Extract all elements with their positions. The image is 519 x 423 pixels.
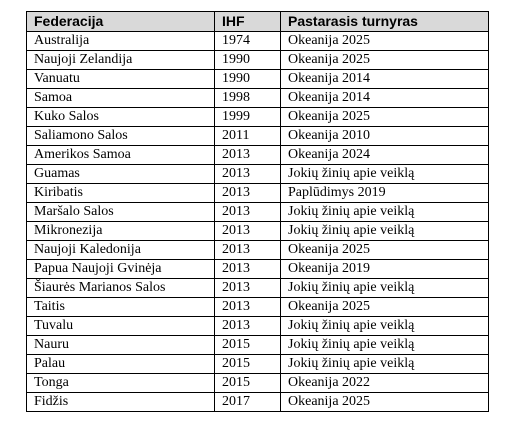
- table-row: Naujoji Zelandija 1990 Okeanija 2025: [26, 50, 489, 70]
- cell-pastarasis-turnyras: Jokių žinių apie veiklą: [280, 202, 489, 222]
- federations-table-container: Federacija IHF Pastarasis turnyras Austr…: [26, 11, 489, 412]
- cell-federacija: Maršalo Salos: [26, 202, 215, 222]
- cell-ihf: 1998: [214, 88, 281, 108]
- table-row: Tuvalu 2013 Jokių žinių apie veiklą: [26, 316, 489, 336]
- cell-pastarasis-turnyras: Jokių žinių apie veiklą: [280, 221, 489, 241]
- cell-federacija: Papua Naujoji Gvinėja: [26, 259, 215, 279]
- cell-federacija: Tuvalu: [26, 316, 215, 336]
- table-row: Australija 1974 Okeanija 2025: [26, 31, 489, 51]
- cell-ihf: 2013: [214, 183, 281, 203]
- table-row: Šiaurės Marianos Salos 2013 Jokių žinių ap…: [26, 278, 489, 298]
- cell-federacija: Nauru: [26, 335, 215, 355]
- cell-ihf: 1999: [214, 107, 281, 127]
- cell-ihf: 2013: [214, 297, 281, 317]
- cell-ihf: 2013: [214, 164, 281, 184]
- cell-pastarasis-turnyras: Okeanija 2014: [280, 88, 489, 108]
- cell-federacija: Mikronezija: [26, 221, 215, 241]
- cell-federacija: Saliamono Salos: [26, 126, 215, 146]
- cell-ihf: 2015: [214, 373, 281, 393]
- cell-federacija: Kuko Salos: [26, 107, 215, 127]
- cell-ihf: 2013: [214, 145, 281, 165]
- cell-federacija: Naujoji Zelandija: [26, 50, 215, 70]
- cell-pastarasis-turnyras: Okeanija 2010: [280, 126, 489, 146]
- cell-pastarasis-turnyras: Okeanija 2025: [280, 107, 489, 127]
- cell-federacija: Australija: [26, 31, 215, 51]
- cell-pastarasis-turnyras: Jokių žinių apie veiklą: [280, 164, 489, 184]
- table-row: Vanuatu 1990 Okeanija 2014: [26, 69, 489, 89]
- cell-ihf: 2017: [214, 392, 281, 412]
- cell-pastarasis-turnyras: Okeanija 2024: [280, 145, 489, 165]
- federations-table: Federacija IHF Pastarasis turnyras Austr…: [26, 11, 489, 412]
- table-row: Papua Naujoji Gvinėja 2013 Okeanija 2019: [26, 259, 489, 279]
- cell-pastarasis-turnyras: Okeanija 2025: [280, 392, 489, 412]
- cell-ihf: 2013: [214, 240, 281, 260]
- table-row: Tonga 2015 Okeanija 2022: [26, 373, 489, 393]
- cell-ihf: 2013: [214, 202, 281, 222]
- cell-federacija: Vanuatu: [26, 69, 215, 89]
- table-row: Palau 2015 Jokių žinių apie veiklą: [26, 354, 489, 374]
- cell-federacija: Samoa: [26, 88, 215, 108]
- cell-federacija: Šiaurės Marianos Salos: [26, 278, 215, 298]
- cell-federacija: Taitis: [26, 297, 215, 317]
- table-row: Fidžis 2017 Okeanija 2025: [26, 392, 489, 412]
- cell-pastarasis-turnyras: Jokių žinių apie veiklą: [280, 316, 489, 336]
- table-row: Amerikos Samoa 2013 Okeanija 2024: [26, 145, 489, 165]
- cell-ihf: 2013: [214, 221, 281, 241]
- cell-pastarasis-turnyras: Jokių žinių apie veiklą: [280, 278, 489, 298]
- table-row: Taitis 2013 Okeanija 2025: [26, 297, 489, 317]
- cell-ihf: 2013: [214, 278, 281, 298]
- cell-federacija: Palau: [26, 354, 215, 374]
- table-row: Saliamono Salos 2011 Okeanija 2010: [26, 126, 489, 146]
- header-federacija: Federacija: [26, 11, 215, 32]
- header-pastarasis-turnyras: Pastarasis turnyras: [280, 11, 489, 32]
- table-header: Federacija IHF Pastarasis turnyras: [26, 11, 489, 32]
- cell-pastarasis-turnyras: Paplūdimys 2019: [280, 183, 489, 203]
- table-row: Naujoji Kaledonija 2013 Okeanija 2025: [26, 240, 489, 260]
- cell-federacija: Amerikos Samoa: [26, 145, 215, 165]
- cell-pastarasis-turnyras: Jokių žinių apie veiklą: [280, 335, 489, 355]
- table-row: Guamas 2013 Jokių žinių apie veiklą: [26, 164, 489, 184]
- cell-ihf: 2013: [214, 316, 281, 336]
- cell-pastarasis-turnyras: Okeanija 2019: [280, 259, 489, 279]
- cell-federacija: Guamas: [26, 164, 215, 184]
- header-row: Federacija IHF Pastarasis turnyras: [26, 11, 489, 32]
- cell-ihf: 2015: [214, 335, 281, 355]
- cell-federacija: Naujoji Kaledonija: [26, 240, 215, 260]
- table-row: Mikronezija 2013 Jokių žinių apie veiklą: [26, 221, 489, 241]
- cell-ihf: 2011: [214, 126, 281, 146]
- table-row: Maršalo Salos 2013 Jokių žinių apie veiklą: [26, 202, 489, 222]
- cell-federacija: Kiribatis: [26, 183, 215, 203]
- cell-ihf: 1990: [214, 50, 281, 70]
- cell-ihf: 1990: [214, 69, 281, 89]
- table-row: Samoa 1998 Okeanija 2014: [26, 88, 489, 108]
- cell-pastarasis-turnyras: Okeanija 2025: [280, 240, 489, 260]
- cell-federacija: Tonga: [26, 373, 215, 393]
- cell-pastarasis-turnyras: Okeanija 2014: [280, 69, 489, 89]
- cell-ihf: 1974: [214, 31, 281, 51]
- cell-ihf: 2015: [214, 354, 281, 374]
- cell-pastarasis-turnyras: Okeanija 2022: [280, 373, 489, 393]
- header-ihf: IHF: [214, 11, 281, 32]
- cell-pastarasis-turnyras: Okeanija 2025: [280, 31, 489, 51]
- table-row: Kuko Salos 1999 Okeanija 2025: [26, 107, 489, 127]
- cell-ihf: 2013: [214, 259, 281, 279]
- cell-federacija: Fidžis: [26, 392, 215, 412]
- table-row: Nauru 2015 Jokių žinių apie veiklą: [26, 335, 489, 355]
- table-body: Australija 1974 Okeanija 2025 Naujoji Zelan…: [26, 31, 489, 412]
- table-row: Kiribatis 2013 Paplūdimys 2019: [26, 183, 489, 203]
- cell-pastarasis-turnyras: Okeanija 2025: [280, 297, 489, 317]
- cell-pastarasis-turnyras: Okeanija 2025: [280, 50, 489, 70]
- cell-pastarasis-turnyras: Jokių žinių apie veiklą: [280, 354, 489, 374]
